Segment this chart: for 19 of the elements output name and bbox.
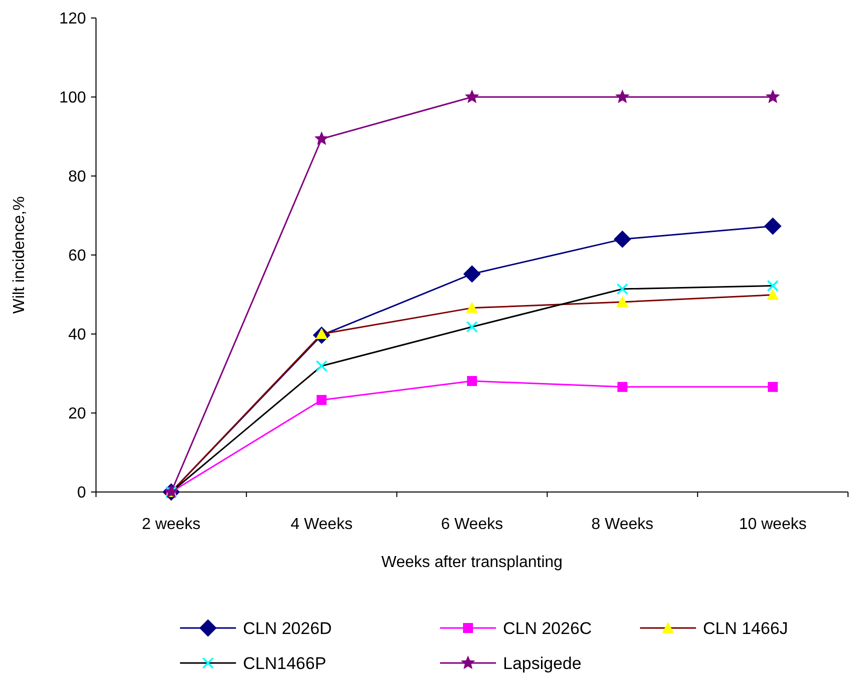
y-tick-label: 40 <box>68 326 86 344</box>
y-axis-title: Wilt incidence,% <box>11 196 28 314</box>
y-tick-label: 0 <box>77 484 86 502</box>
y-tick-label: 100 <box>59 90 86 107</box>
legend-label: CLN1466P <box>243 654 326 673</box>
y-tick-label: 20 <box>68 406 86 423</box>
x-tick-label: 4 Weeks <box>290 516 353 533</box>
legend-label: CLN 1466J <box>703 618 788 638</box>
x-axis-title: Weeks after transplanting <box>381 554 563 571</box>
y-tick-label: 120 <box>59 10 86 28</box>
legend-label: CLN 2026C <box>503 618 592 638</box>
x-tick-label: 10 weeks <box>739 516 807 533</box>
x-tick-label: 6 Weeks <box>441 516 503 533</box>
y-tick-label: 60 <box>68 248 86 265</box>
x-tick-label: 2 weeks <box>142 516 201 533</box>
y-tick-label: 80 <box>68 168 86 186</box>
legend-label: CLN 2026D <box>243 618 332 638</box>
legend-label: Lapsigede <box>503 654 582 673</box>
x-tick-label: 8 Weeks <box>591 516 654 533</box>
